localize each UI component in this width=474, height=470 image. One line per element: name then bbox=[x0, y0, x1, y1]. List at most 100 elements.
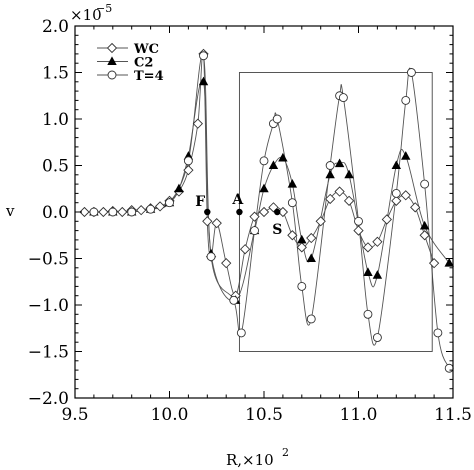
data-point-t4 bbox=[272, 114, 282, 124]
data-point-t4 bbox=[250, 226, 260, 236]
x-tick-label: 9.5 bbox=[61, 405, 88, 425]
y-tick-label: 1.0 bbox=[42, 110, 69, 130]
y-tick-label: 2.0 bbox=[42, 17, 69, 37]
data-point-t4 bbox=[183, 156, 193, 166]
data-point-wc bbox=[79, 206, 90, 218]
annotation-label-s: S bbox=[272, 222, 282, 238]
y-scale-prefix: ×10 bbox=[70, 6, 102, 24]
y-tick-label: 0.5 bbox=[42, 157, 69, 177]
data-point-wc bbox=[410, 202, 421, 213]
data-point-wc bbox=[400, 190, 411, 201]
data-point-wc bbox=[287, 230, 298, 241]
y-tick-label: 1.5 bbox=[42, 64, 69, 84]
annotation-dot-a bbox=[236, 208, 243, 216]
annotations-layer: F A S bbox=[195, 192, 282, 238]
data-point-wc bbox=[183, 165, 194, 176]
x-tick-label: 10.5 bbox=[245, 405, 283, 425]
data-point-c2 bbox=[297, 234, 307, 244]
data-point-t4 bbox=[444, 363, 454, 373]
data-point-c2 bbox=[372, 270, 383, 279]
legend-marker-t4 bbox=[107, 70, 117, 80]
data-point-t4 bbox=[306, 314, 316, 324]
data-point-t4 bbox=[127, 207, 137, 217]
annotation-dot-f bbox=[204, 208, 211, 216]
data-point-c2 bbox=[174, 183, 184, 193]
data-point-wc bbox=[391, 195, 402, 206]
annotation-label-a: A bbox=[231, 192, 244, 208]
x-tick-label: 10.0 bbox=[151, 405, 189, 425]
legend-marker-wc bbox=[106, 42, 118, 54]
annotation-label-f: F bbox=[195, 194, 205, 210]
data-point-wc bbox=[419, 230, 430, 241]
data-point-t4 bbox=[199, 51, 208, 61]
data-point-wc bbox=[334, 186, 345, 197]
data-point-t4 bbox=[420, 179, 430, 189]
data-point-c2 bbox=[344, 169, 354, 179]
y-tick-label: −0.5 bbox=[28, 250, 69, 270]
data-point-wc bbox=[372, 236, 383, 247]
data-point-t4 bbox=[354, 216, 363, 226]
ticks-layer: 9.5 10.0 10.5 11.0 11.5 2.0 1.5 1.0 0.5 0.0 −0.5 −1… bbox=[28, 17, 472, 425]
data-point-t4 bbox=[236, 328, 246, 338]
legend-marker-c2 bbox=[107, 56, 117, 65]
data-point-t4 bbox=[165, 198, 174, 208]
y-tick-label: −1.0 bbox=[28, 296, 69, 316]
x-axis-label-exponent: 2 bbox=[282, 446, 289, 459]
data-point-c2 bbox=[419, 220, 430, 230]
data-point-c2 bbox=[278, 152, 288, 162]
data-point-t4 bbox=[401, 95, 411, 105]
data-point-c2 bbox=[287, 178, 298, 188]
data-point-wc bbox=[296, 242, 307, 253]
data-point-t4 bbox=[89, 207, 99, 217]
y-axis-label: v bbox=[5, 202, 15, 220]
data-point-t4 bbox=[108, 207, 118, 217]
data-point-wc bbox=[343, 195, 355, 206]
data-point-wc bbox=[117, 206, 128, 218]
data-point-wc bbox=[315, 216, 326, 227]
data-point-t4 bbox=[363, 309, 373, 319]
data-point-c2 bbox=[391, 160, 402, 169]
data-point-wc bbox=[306, 232, 317, 244]
annotation-dot-s bbox=[274, 208, 281, 216]
data-point-wc bbox=[154, 201, 166, 212]
data-point-wc bbox=[136, 205, 147, 216]
data-point-wc bbox=[211, 218, 222, 229]
legend-label-t4: T=4 bbox=[134, 69, 164, 84]
data-point-c2 bbox=[401, 151, 411, 160]
data-point-wc bbox=[239, 244, 251, 255]
legend-label-wc: WC bbox=[133, 42, 159, 57]
legend-label-c2: C2 bbox=[134, 56, 153, 71]
data-point-c2 bbox=[325, 169, 335, 179]
data-point-t4 bbox=[325, 161, 335, 170]
data-point-t4 bbox=[338, 93, 348, 103]
data-point-wc bbox=[258, 206, 270, 218]
data-point-t4 bbox=[391, 188, 401, 198]
x-axis-label: R,×10 bbox=[226, 451, 274, 469]
data-point-c2 bbox=[306, 253, 316, 263]
data-point-c2 bbox=[363, 267, 373, 276]
series-line-t4 bbox=[93, 53, 450, 369]
data-point-c2 bbox=[259, 183, 269, 193]
data-point-t4 bbox=[287, 198, 297, 208]
data-point-c2 bbox=[444, 258, 454, 267]
data-point-t4 bbox=[206, 252, 216, 262]
data-point-wc bbox=[381, 214, 392, 225]
data-point-wc bbox=[362, 242, 374, 253]
y-tick-label: −2.0 bbox=[28, 389, 69, 409]
data-point-wc bbox=[98, 206, 109, 218]
data-point-wc bbox=[192, 118, 203, 129]
data-point-wc bbox=[353, 225, 364, 236]
x-tick-label: 11.0 bbox=[340, 405, 378, 425]
data-point-t4 bbox=[406, 68, 416, 77]
data-point-t4 bbox=[146, 204, 156, 214]
data-point-c2 bbox=[268, 160, 279, 169]
markers-layer bbox=[79, 48, 454, 373]
data-point-t4 bbox=[297, 281, 307, 291]
y-scale-exponent: −5 bbox=[96, 2, 112, 15]
data-point-wc bbox=[221, 258, 232, 269]
data-point-t4 bbox=[372, 333, 382, 342]
data-point-t4 bbox=[259, 156, 269, 166]
data-point-wc bbox=[428, 258, 440, 269]
